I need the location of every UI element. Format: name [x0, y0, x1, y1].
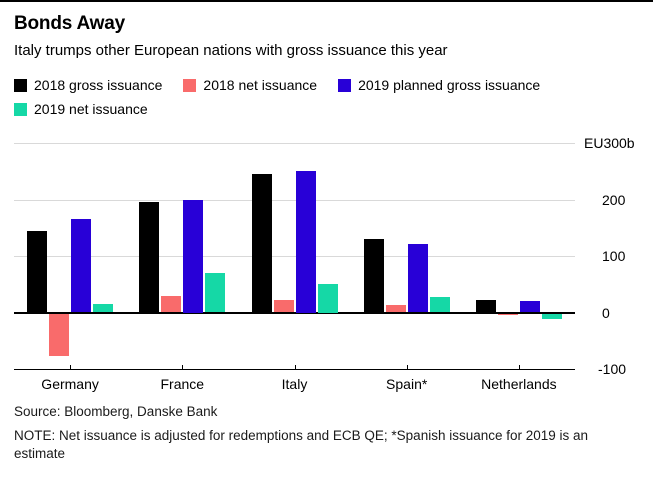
x-axis-tick-italy: [294, 365, 296, 369]
bar-2018-net-issuance-germany: [49, 313, 70, 356]
y-tick-label-0: 0: [602, 304, 610, 321]
bar-2018-net-issuance-italy: [273, 300, 294, 313]
x-category-label-france: France: [160, 376, 205, 392]
legend: 2018 gross issuance 2018 net issuance 2019…: [14, 77, 634, 125]
legend-row-2: 2019 net issuance: [14, 101, 634, 117]
chart-title: Bonds Away: [14, 13, 125, 34]
legend-item-2018-gross-issuance: 2018 gross issuance: [14, 77, 162, 93]
bar-2019-planned-gross-issuance-spain: [407, 243, 428, 313]
bar-2019-planned-gross-issuance-italy: [295, 171, 316, 313]
y-tick-label-200: 200: [602, 191, 626, 208]
bar-2018-net-issuance-france: [161, 295, 182, 313]
legend-label: 2019 planned gross issuance: [358, 77, 541, 93]
bar-2019-net-issuance-france: [205, 272, 226, 313]
legend-label: 2019 net issuance: [34, 101, 148, 117]
legend-item-2019-planned-gross-issuance: 2019 planned gross issuance: [338, 77, 540, 93]
x-axis-tick-france: [182, 365, 184, 369]
x-category-label-italy: Italy: [281, 376, 308, 392]
gridline-100: [14, 256, 575, 257]
bar-2019-planned-gross-issuance-netherlands: [519, 300, 540, 313]
y-tick-label-eu300b: EU300b: [584, 135, 635, 151]
x-axis-tick-spain: [406, 365, 408, 369]
y-tick-label-100: 100: [602, 248, 626, 264]
x-axis-tick-netherlands: [518, 365, 520, 369]
legend-swatch-icon: [183, 78, 197, 92]
source-text: Source: Bloomberg, Danske Bank: [14, 404, 218, 419]
bar-2019-net-issuance-italy: [317, 284, 338, 313]
bar-2019-planned-gross-issuance-germany: [71, 219, 92, 313]
bar-2018-gross-issuance-netherlands: [475, 299, 496, 313]
bar-2019-net-issuance-spain: [429, 296, 450, 313]
legend-label: 2018 net issuance: [203, 77, 318, 93]
bar-2018-gross-issuance-italy: [251, 174, 272, 313]
y-tick-label-100: -100: [598, 361, 627, 377]
bar-2018-net-issuance-spain: [385, 305, 406, 313]
bar-2018-gross-issuance-france: [139, 202, 160, 313]
legend-swatch-icon: [14, 78, 27, 92]
legend-item-2018-net-issuance: 2018 net issuance: [183, 77, 317, 93]
bar-2018-gross-issuance-spain: [363, 239, 384, 313]
x-category-label-netherlands: Netherlands: [481, 376, 557, 392]
x-category-label-spain: Spain*: [386, 376, 428, 392]
x-category-label-germany: Germany: [41, 376, 99, 392]
zero-line: [14, 311, 575, 314]
x-axis-tick-germany: [70, 365, 72, 369]
x-axis-line: [14, 369, 575, 370]
bar-2019-net-issuance-germany: [93, 304, 114, 313]
gridline-200: [14, 199, 575, 201]
legend-row-1: 2018 gross issuance 2018 net issuance 2019…: [14, 77, 634, 93]
bar-2018-net-issuance-netherlands: [497, 313, 518, 315]
legend-swatch-icon: [338, 78, 352, 92]
bar-chart-plot-area: [14, 143, 575, 370]
note-text: NOTE: Net issuance is adjusted for redem…: [14, 428, 589, 461]
legend-swatch-icon: [14, 102, 27, 116]
chart-subtitle: Italy trumps other European nations with…: [14, 42, 448, 59]
bar-2018-gross-issuance-germany: [27, 230, 48, 313]
bar-2019-planned-gross-issuance-france: [183, 199, 204, 313]
legend-item-2019-net-issuance: 2019 net issuance: [14, 101, 148, 117]
bar-2019-net-issuance-netherlands: [541, 313, 562, 320]
legend-label: 2018 gross issuance: [34, 77, 163, 93]
gridline-300: [14, 143, 575, 144]
